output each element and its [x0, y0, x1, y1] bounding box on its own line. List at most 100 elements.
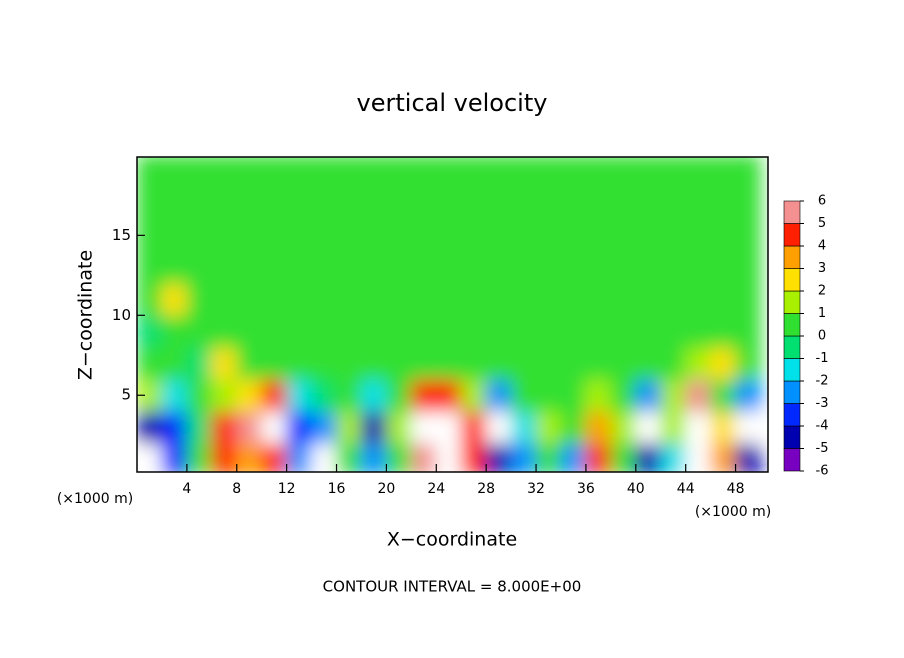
- field-cell: [585, 314, 612, 348]
- field-cell: [460, 157, 487, 188]
- field-cell: [685, 218, 712, 252]
- field-cell: [585, 157, 612, 188]
- field-cell: [311, 442, 338, 472]
- field-cell: [186, 157, 213, 188]
- y-tick-label: 15: [112, 226, 131, 244]
- field-cell: [585, 282, 612, 316]
- field-cell: [410, 410, 437, 444]
- field-cell: [435, 282, 462, 316]
- field-cell: [635, 378, 662, 412]
- field-cell: [211, 410, 238, 444]
- field-cell: [610, 282, 637, 316]
- field-cell: [735, 218, 762, 252]
- field-cell: [560, 250, 587, 284]
- field-cell: [385, 218, 412, 252]
- field-cell: [660, 378, 687, 412]
- field-cell: [610, 157, 637, 188]
- field-cell: [261, 282, 288, 316]
- field-cell: [261, 346, 288, 380]
- field-cell: [360, 314, 387, 348]
- field-cell: [385, 378, 412, 412]
- field-cell: [485, 250, 512, 284]
- colorbar-tick-label: 2: [818, 284, 826, 299]
- field-cell: [585, 346, 612, 380]
- colorbar-swatch: [783, 380, 801, 404]
- footer: CONTOUR INTERVAL = 8.000E+00: [323, 578, 582, 596]
- x-unit-label: (×1000 m): [695, 504, 771, 520]
- field-cell: [510, 314, 537, 348]
- field-cell: [286, 157, 313, 188]
- colorbar-tick-label: -5: [816, 441, 829, 456]
- field-cell: [710, 218, 737, 252]
- x-axis-label: X−coordinate: [387, 529, 517, 551]
- field-cell: [710, 314, 737, 348]
- field-cell: [660, 157, 687, 188]
- field-cell: [735, 314, 762, 348]
- field-cell: [510, 157, 537, 188]
- field-cell: [635, 250, 662, 284]
- field-cell: [261, 378, 288, 412]
- field-cell: [685, 442, 712, 472]
- field-cell: [560, 218, 587, 252]
- field-cell: [585, 186, 612, 220]
- field-cell: [485, 442, 512, 472]
- x-tick-label: 24: [427, 481, 445, 497]
- field-cell: [660, 250, 687, 284]
- field-cell: [460, 250, 487, 284]
- field-cell: [360, 442, 387, 472]
- field-cell: [710, 378, 737, 412]
- field-cell: [261, 314, 288, 348]
- field-cell: [211, 250, 238, 284]
- field-cell: [510, 378, 537, 412]
- colorbar-tick-label: -4: [816, 419, 829, 434]
- field-cell: [410, 250, 437, 284]
- colorbar-swatch: [783, 313, 801, 337]
- field-cell: [311, 378, 338, 412]
- field-cell: [735, 442, 762, 472]
- field-cell: [137, 314, 163, 348]
- field-cell: [360, 218, 387, 252]
- field-cell: [485, 378, 512, 412]
- colorbar-tick-label: 5: [818, 216, 826, 231]
- axes: 4 8 12 16 20 24 28 32 36 40 44 4851015-6-5-4-3-2-10…: [112, 194, 829, 498]
- field-cell: [311, 250, 338, 284]
- field-cell: [585, 378, 612, 412]
- field-cell: [535, 218, 562, 252]
- field-cell: [211, 346, 238, 380]
- field-cell: [510, 186, 537, 220]
- field-cell: [236, 410, 263, 444]
- field-cell: [485, 410, 512, 444]
- field-cell: [137, 282, 163, 316]
- field-cell: [211, 314, 238, 348]
- x-tick-label: 36: [577, 481, 595, 497]
- field-cell: [610, 218, 637, 252]
- field-cell: [261, 442, 288, 472]
- field-cell: [610, 410, 637, 444]
- field-cell: [460, 410, 487, 444]
- x-unit-label: (×1000 m): [57, 491, 133, 507]
- field-cell: [286, 282, 313, 316]
- field-cell: [236, 157, 263, 188]
- colorbar-swatch: [783, 403, 801, 427]
- colorbar-swatch: [783, 335, 801, 359]
- field-cell: [560, 410, 587, 444]
- field-cell: [610, 442, 637, 472]
- colorbar-swatch: [783, 268, 801, 292]
- colorbar-swatch: [783, 200, 801, 224]
- field-cell: [236, 186, 263, 220]
- field-cell: [410, 282, 437, 316]
- field-cell: [460, 346, 487, 380]
- field-cell: [610, 186, 637, 220]
- field-cell: [161, 314, 188, 348]
- field-cell: [735, 282, 762, 316]
- field-cell: [460, 314, 487, 348]
- field-cell: [660, 410, 687, 444]
- field-cell: [485, 346, 512, 380]
- field-cell: [710, 410, 737, 444]
- field-cell: [535, 410, 562, 444]
- colorbar-tick-label: 6: [818, 194, 826, 209]
- field-cell: [236, 314, 263, 348]
- field-cell: [161, 442, 188, 472]
- field-cell: [186, 378, 213, 412]
- x-tick-label: 40: [627, 481, 645, 497]
